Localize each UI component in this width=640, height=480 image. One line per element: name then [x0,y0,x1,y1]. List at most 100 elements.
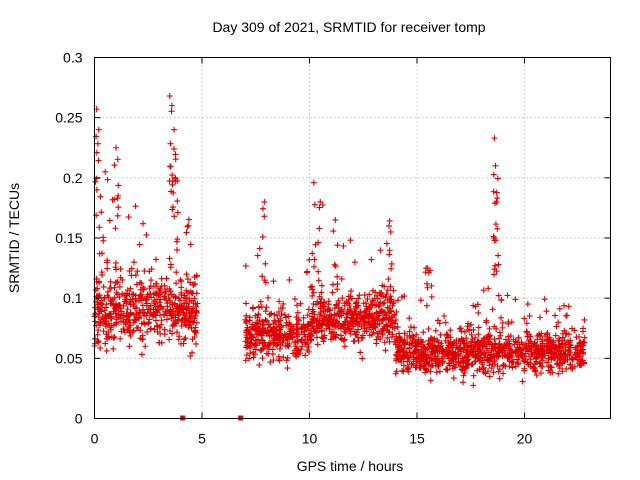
data-point [424,280,431,287]
data-point [408,361,415,368]
data-point [104,176,111,183]
data-point [291,296,298,303]
data-point [351,259,358,266]
data-point [127,332,134,339]
data-point [326,307,333,314]
data-point [556,345,563,352]
data-point [457,325,464,332]
data-point [316,293,323,300]
data-point [115,204,122,211]
data-point [304,312,311,319]
data-point [172,178,179,185]
data-point [95,294,102,301]
data-point [442,337,449,344]
data-point [357,318,364,325]
data-point [507,342,514,349]
data-point [191,315,198,322]
data-point [259,355,266,362]
data-point [340,321,347,328]
data-point [171,213,178,220]
data-point [92,287,99,294]
data-point [250,354,257,361]
data-point [531,365,538,372]
data-point [243,300,249,307]
data-point [329,329,336,336]
data-point [467,342,474,349]
data-point [379,309,386,316]
data-point [406,315,413,322]
data-point [146,268,153,275]
data-point [182,316,189,323]
data-point [154,323,161,330]
data-point [189,349,196,356]
data-point [466,349,473,356]
data-point [351,319,358,326]
data-point [256,304,263,311]
data-point [406,358,413,365]
data-point [496,341,503,348]
data-point [182,305,189,312]
data-point [312,301,319,308]
data-point [386,222,393,229]
data-point [496,335,503,342]
data-point [144,300,151,307]
data-point [325,306,332,313]
data-point [464,352,471,359]
data-point [286,276,293,283]
y-tick-label: 0.15 [55,230,82,246]
data-point [160,311,167,318]
data-point [166,93,173,100]
data-point [246,314,253,321]
data-point [331,312,338,319]
y-tick-label: 0.25 [55,110,82,126]
data-point [170,145,177,152]
data-point [115,182,122,189]
data-point [493,325,500,332]
data-point [131,259,138,266]
data-point [309,283,316,290]
data-point [277,323,284,330]
data-point [386,329,393,336]
data-point [486,336,493,343]
data-point [163,296,170,303]
data-point [342,329,349,336]
data-point [552,332,559,339]
data-point [466,327,473,334]
data-point [384,287,391,294]
data-point [510,336,517,343]
data-point [357,349,364,356]
data-point [174,303,181,310]
data-point [127,296,134,303]
data-point [436,348,443,355]
data-point [144,291,151,298]
data-point [399,367,406,374]
data-point [388,260,395,267]
data-point [294,309,301,316]
data-point [117,274,124,281]
data-point [181,300,188,307]
data-point [256,361,263,368]
data-point [387,299,394,306]
data-point [394,297,401,304]
data-point [475,309,482,316]
data-point [268,310,275,317]
data-point [432,360,439,367]
data-point [380,325,387,332]
data-point [379,330,386,337]
data-point [422,345,429,352]
data-point [495,368,502,375]
data-point [343,298,350,305]
data-point [447,338,454,345]
plot-frame [94,57,611,419]
data-point [257,347,264,354]
data-point [185,322,192,329]
data-point [316,225,323,232]
data-point [174,329,181,336]
data-point [314,341,321,348]
data-point [325,315,332,322]
data-point [401,330,408,337]
data-point [383,312,390,319]
data-point [423,366,430,373]
data-point [98,269,105,276]
data-point [287,328,294,335]
